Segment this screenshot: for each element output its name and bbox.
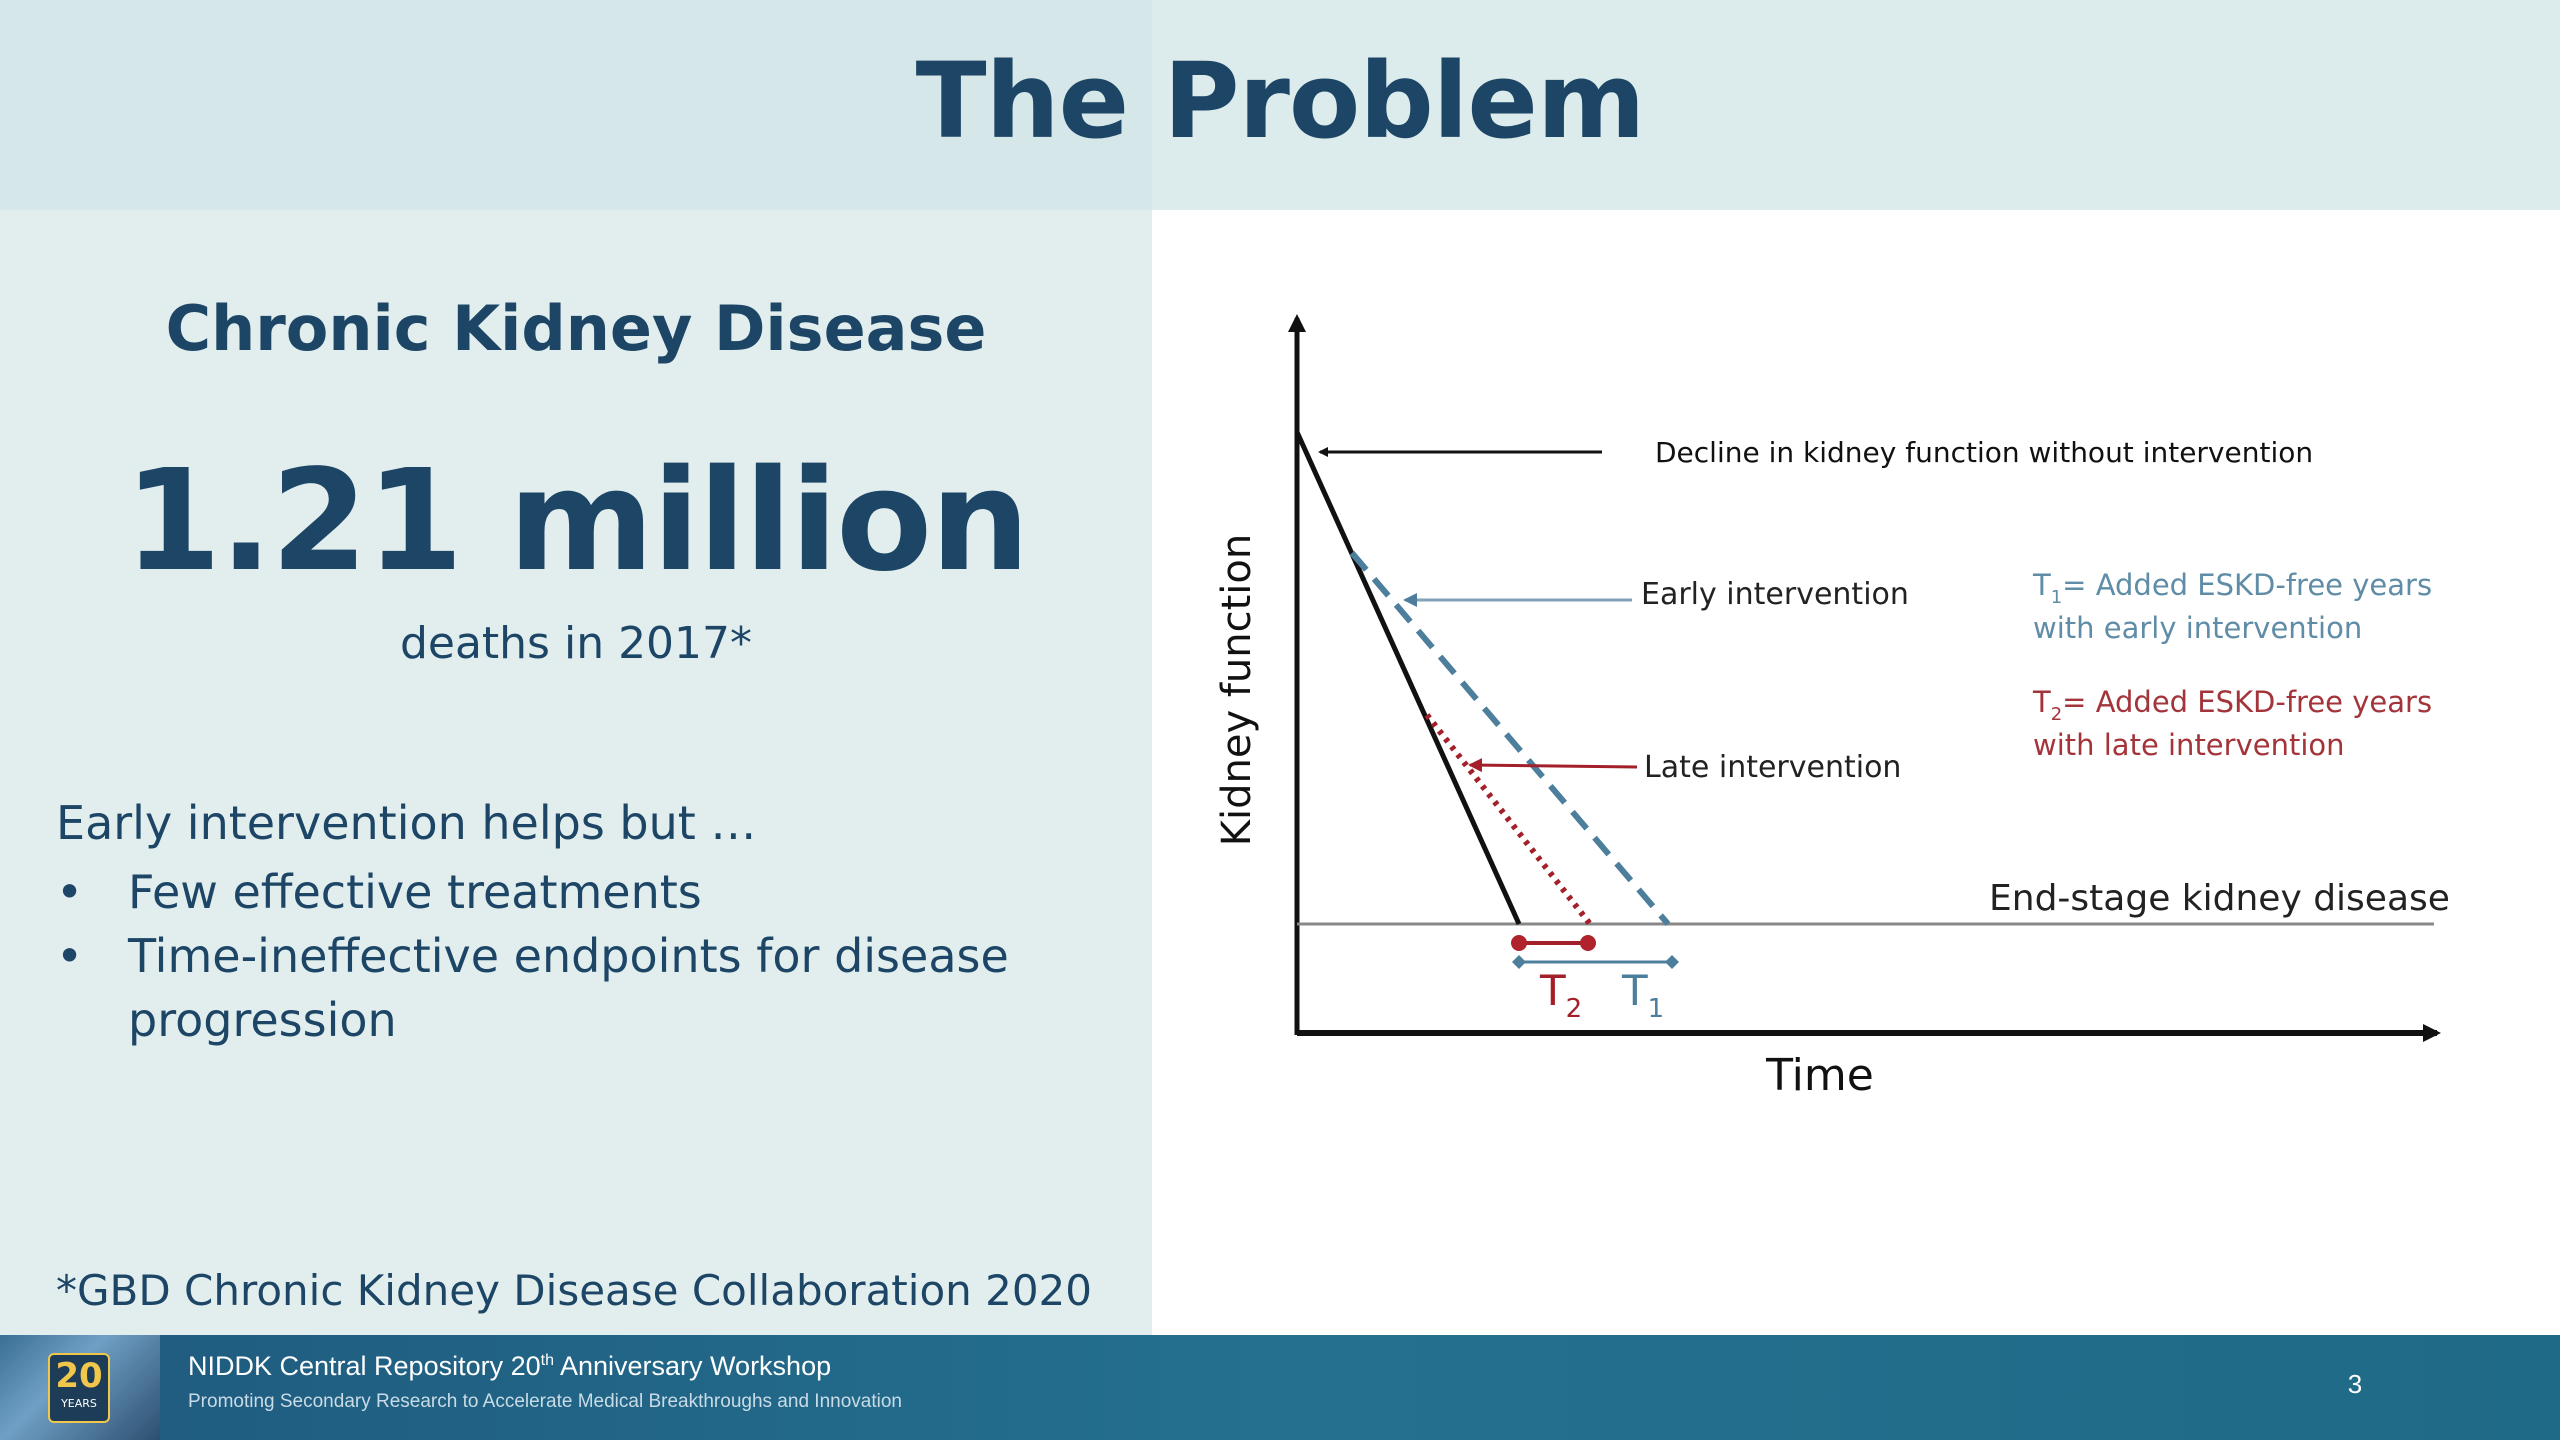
stat-caption: deaths in 2017* xyxy=(399,618,753,669)
bullet-marker: • xyxy=(56,865,84,919)
logo-badge: 20 YEARS xyxy=(48,1353,110,1423)
footer-title-prefix: NIDDK Central Repository 20 xyxy=(188,1351,541,1381)
baseline-decline-line xyxy=(1294,430,1522,926)
bullet-list: • Few effective treatments • Time-ineffe… xyxy=(56,860,1116,1052)
header-band xyxy=(0,0,2560,210)
t2-definition: T2= Added ESKD-free years xyxy=(2032,685,2432,725)
bullet-text: Few effective treatments xyxy=(128,865,702,919)
t1-definition-line2: with early intervention xyxy=(2033,611,2362,645)
t2-interval-label: T2 xyxy=(1539,966,1582,1024)
eskd-label: End-stage kidney disease xyxy=(1989,878,2450,919)
t1-definition: T1= Added ESKD-free years xyxy=(2032,568,2432,608)
footer-subtitle: Promoting Secondary Research to Accelera… xyxy=(188,1391,902,1412)
footer-bar: 20 YEARS NIDDK Central Repository 20th A… xyxy=(0,1335,2560,1440)
decline-label: Decline in kidney function without inter… xyxy=(1655,436,2313,469)
anniversary-logo: 20 YEARS xyxy=(0,1335,160,1440)
late-arrow xyxy=(1468,758,1638,773)
footer-title-suffix: Anniversary Workshop xyxy=(553,1351,832,1381)
intro-line: Early intervention helps but … xyxy=(56,796,757,850)
footer-title-sup: th xyxy=(540,1352,554,1369)
y-axis-label: Kidney function xyxy=(1214,534,1260,846)
page-number: 3 xyxy=(2347,1369,2363,1399)
kidney-decline-diagram: Kidney function Time Decline in kidney f… xyxy=(1214,314,2450,1101)
logo-number: 20 xyxy=(55,1356,103,1396)
footer-title: NIDDK Central Repository 20th Anniversar… xyxy=(188,1351,831,1382)
bullet-item: • Few effective treatments xyxy=(56,860,1116,924)
slide-title: The Problem xyxy=(915,40,1646,162)
late-intervention-line xyxy=(1424,713,1593,926)
disease-heading: Chronic Kidney Disease xyxy=(165,292,987,365)
t2-end-point xyxy=(1580,935,1596,951)
t1-end-point xyxy=(1665,955,1679,969)
x-axis-label: Time xyxy=(1765,1050,1874,1101)
t2-definition-line2: with late intervention xyxy=(2033,728,2345,762)
early-intervention-line xyxy=(1349,551,1671,926)
logo-caption: YEARS xyxy=(61,1397,97,1410)
t1-interval-label: T1 xyxy=(1621,966,1664,1024)
bullet-text: Time-ineffective endpoints for disease p… xyxy=(128,929,1009,1047)
citation: *GBD Chronic Kidney Disease Collaboratio… xyxy=(56,1266,1092,1315)
bullet-item: • Time-ineffective endpoints for disease… xyxy=(56,924,1116,1052)
left-panel xyxy=(0,0,1152,1335)
late-intervention-label: Late intervention xyxy=(1644,750,1901,785)
t1-start-point xyxy=(1512,955,1526,969)
bullet-marker: • xyxy=(56,929,84,983)
death-count-stat: 1.21 million xyxy=(124,440,1030,603)
early-intervention-label: Early intervention xyxy=(1641,577,1909,612)
t2-start-point xyxy=(1511,935,1527,951)
